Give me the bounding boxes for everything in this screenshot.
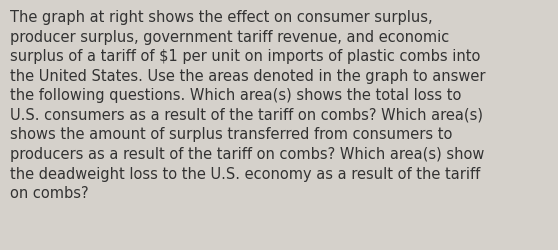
- Text: The graph at right shows the effect on consumer surplus,
producer surplus, gover: The graph at right shows the effect on c…: [10, 10, 485, 200]
